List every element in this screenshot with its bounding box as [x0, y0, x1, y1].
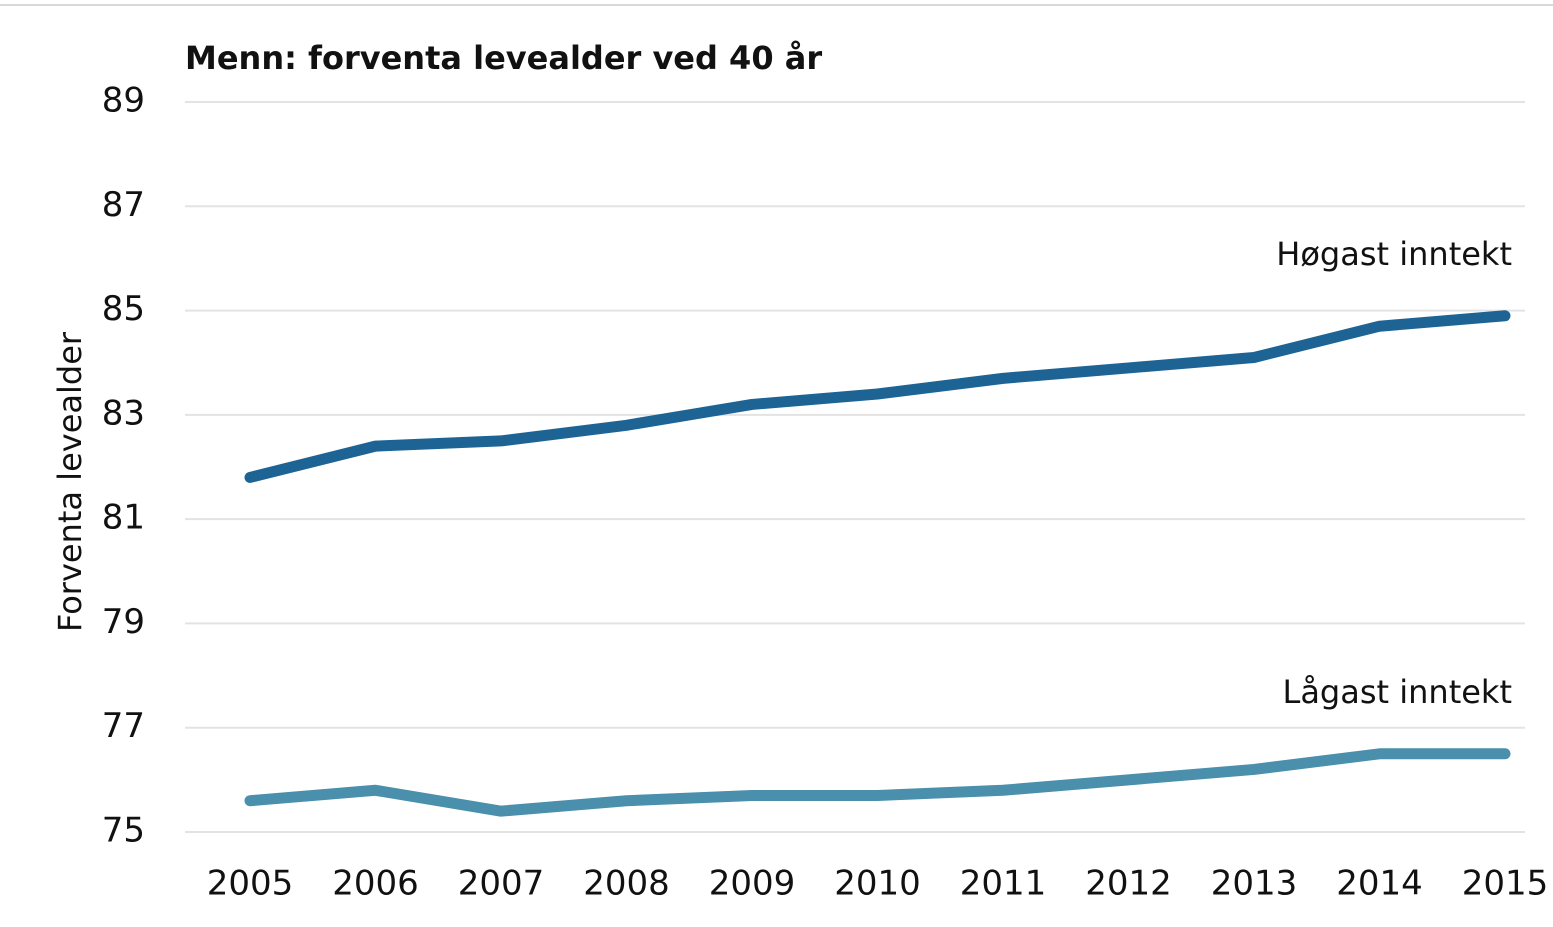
line-series: [244, 310, 1511, 483]
y-tick-label: 77: [102, 706, 145, 746]
x-tick-label: 2013: [1211, 864, 1298, 904]
x-tick-label: 2010: [834, 864, 921, 904]
line-series: [244, 748, 1511, 817]
y-tick-label: 89: [102, 81, 145, 121]
x-tick-label: 2015: [1462, 864, 1549, 904]
y-tick-label: 75: [102, 811, 145, 851]
x-tick-label: 2008: [583, 864, 670, 904]
y-tick-label: 81: [102, 498, 145, 538]
series-label: Høgast inntekt: [1276, 235, 1512, 273]
series-label: Lågast inntekt: [1282, 673, 1512, 711]
x-tick-label: 2009: [709, 864, 796, 904]
x-tick-label: 2011: [960, 864, 1047, 904]
x-tick-label: 2012: [1085, 864, 1172, 904]
y-tick-label: 79: [102, 602, 145, 642]
x-tick-label: 2005: [207, 864, 294, 904]
y-tick-label: 87: [102, 185, 145, 225]
y-axis-label: Forventa levealder: [51, 331, 89, 632]
y-tick-label: 85: [102, 289, 145, 329]
chart-title: Menn: forventa levealder ved 40 år: [185, 39, 822, 77]
x-tick-label: 2014: [1336, 864, 1423, 904]
x-tick-label: 2007: [458, 864, 545, 904]
y-tick-label: 83: [102, 393, 145, 433]
x-tick-label: 2006: [332, 864, 419, 904]
